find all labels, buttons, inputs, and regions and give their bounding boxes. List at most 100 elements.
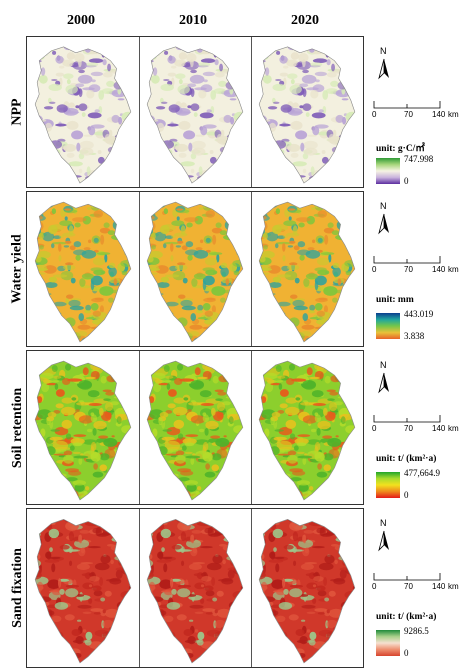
column-header-2010: 2010 (179, 13, 207, 28)
map-panel-water-yield (26, 191, 364, 347)
panel-divider (139, 192, 140, 346)
region-outline (146, 360, 244, 501)
region-outline (34, 360, 132, 501)
legend-color-ramp (376, 313, 400, 339)
region-outline (146, 201, 244, 343)
scale-unit: km (448, 110, 459, 119)
map-npp-2020 (258, 46, 356, 184)
map-soil-retention-2000 (34, 360, 132, 501)
legend-max-value: 443.019 (404, 309, 434, 319)
north-arrow-icon: N (374, 518, 394, 552)
map-raster (259, 202, 355, 342)
map-cell-sand-fixation-2000 (27, 509, 139, 667)
legend-max-value: 747.998 (404, 154, 434, 164)
scale-bar: 0 70 140 km (372, 255, 466, 277)
legend-unit: unit: t/ (km²·a) (376, 454, 437, 464)
scale-tick-140: 140 (432, 110, 446, 119)
scale-tick-140: 140 (432, 424, 446, 433)
north-arrow-icon: N (374, 360, 394, 394)
panel-divider (251, 351, 252, 504)
legend-color-ramp (376, 630, 400, 656)
scale-unit: km (448, 424, 459, 433)
north-label: N (380, 46, 387, 56)
map-raster (35, 519, 131, 663)
region-outline (258, 519, 356, 664)
map-raster (35, 361, 131, 500)
legend-max-value: 477,664.9 (404, 468, 440, 478)
north-label: N (380, 201, 387, 211)
map-panel-soil-retention (26, 350, 364, 505)
map-cell-npp-2010 (139, 37, 251, 187)
map-water-yield-2000 (34, 201, 132, 343)
legend-water-yield: N 0 70 140 km unit: mm 443.019 3.838 (366, 191, 472, 347)
scale-tick-70: 70 (404, 424, 413, 433)
scale-tick-0: 0 (372, 424, 377, 433)
scale-tick-140: 140 (432, 265, 446, 274)
map-raster (35, 46, 131, 184)
scale-tick-140: 140 (432, 582, 446, 591)
legend-unit: unit: t/ (km²·a) (376, 612, 437, 622)
scale-tick-70: 70 (404, 265, 413, 274)
legend-unit: unit: g·C/㎡ (376, 144, 425, 154)
legend-npp: N 0 70 140 km unit: g·C/㎡ 747.998 0 (366, 36, 472, 188)
map-soil-retention-2010 (146, 360, 244, 501)
north-arrow-icon: N (374, 46, 394, 80)
region-outline (146, 46, 244, 184)
scale-tick-0: 0 (372, 110, 377, 119)
scale-unit: km (448, 582, 459, 591)
map-raster (147, 46, 243, 184)
scale-bar: 0 70 140 km (372, 414, 466, 436)
map-panel-sand-fixation (26, 508, 364, 668)
legend-color-ramp (376, 158, 400, 184)
panel-divider (139, 37, 140, 187)
scale-tick-0: 0 (372, 265, 377, 274)
map-cell-npp-2020 (251, 37, 363, 187)
scale-bar: 0 70 140 km (372, 100, 466, 122)
legend-unit: unit: mm (376, 295, 414, 305)
map-raster (259, 361, 355, 500)
legend-min-value: 0 (404, 176, 409, 186)
region-outline (34, 46, 132, 184)
column-header-2000: 2000 (67, 13, 95, 28)
legend-min-value: 3.838 (404, 331, 425, 341)
legend-min-value: 0 (404, 648, 409, 658)
north-label: N (380, 518, 387, 528)
map-cell-sand-fixation-2020 (251, 509, 363, 667)
map-cell-sand-fixation-2010 (139, 509, 251, 667)
map-cell-soil-retention-2020 (251, 351, 363, 504)
legend-max-value: 9286.5 (404, 626, 429, 636)
map-cell-water-yield-2020 (251, 192, 363, 346)
map-npp-2010 (146, 46, 244, 184)
scale-bar: 0 70 140 km (372, 572, 466, 594)
map-raster (147, 202, 243, 342)
map-cell-water-yield-2000 (27, 192, 139, 346)
legend-sand-fixation: N 0 70 140 km unit: t/ (km²·a) 9286.5 0 (366, 508, 472, 668)
map-cell-soil-retention-2000 (27, 351, 139, 504)
map-npp-2000 (34, 46, 132, 184)
map-raster (147, 519, 243, 663)
legend-color-ramp (376, 472, 400, 498)
panel-divider (251, 509, 252, 667)
north-arrow-icon: N (374, 201, 394, 235)
panel-divider (251, 192, 252, 346)
panel-divider (251, 37, 252, 187)
map-panel-npp (26, 36, 364, 188)
scale-unit: km (448, 265, 459, 274)
map-sand-fixation-2000 (34, 519, 132, 664)
region-outline (258, 201, 356, 343)
map-sand-fixation-2020 (258, 519, 356, 664)
scale-tick-70: 70 (404, 110, 413, 119)
map-sand-fixation-2010 (146, 519, 244, 664)
north-label: N (380, 360, 387, 370)
scale-tick-0: 0 (372, 582, 377, 591)
map-cell-soil-retention-2010 (139, 351, 251, 504)
map-raster (147, 361, 243, 500)
legend-min-value: 0 (404, 490, 409, 500)
map-raster (259, 46, 355, 184)
map-water-yield-2010 (146, 201, 244, 343)
map-raster (259, 519, 355, 663)
panel-divider (139, 509, 140, 667)
map-water-yield-2020 (258, 201, 356, 343)
region-outline (34, 201, 132, 343)
region-outline (34, 519, 132, 664)
